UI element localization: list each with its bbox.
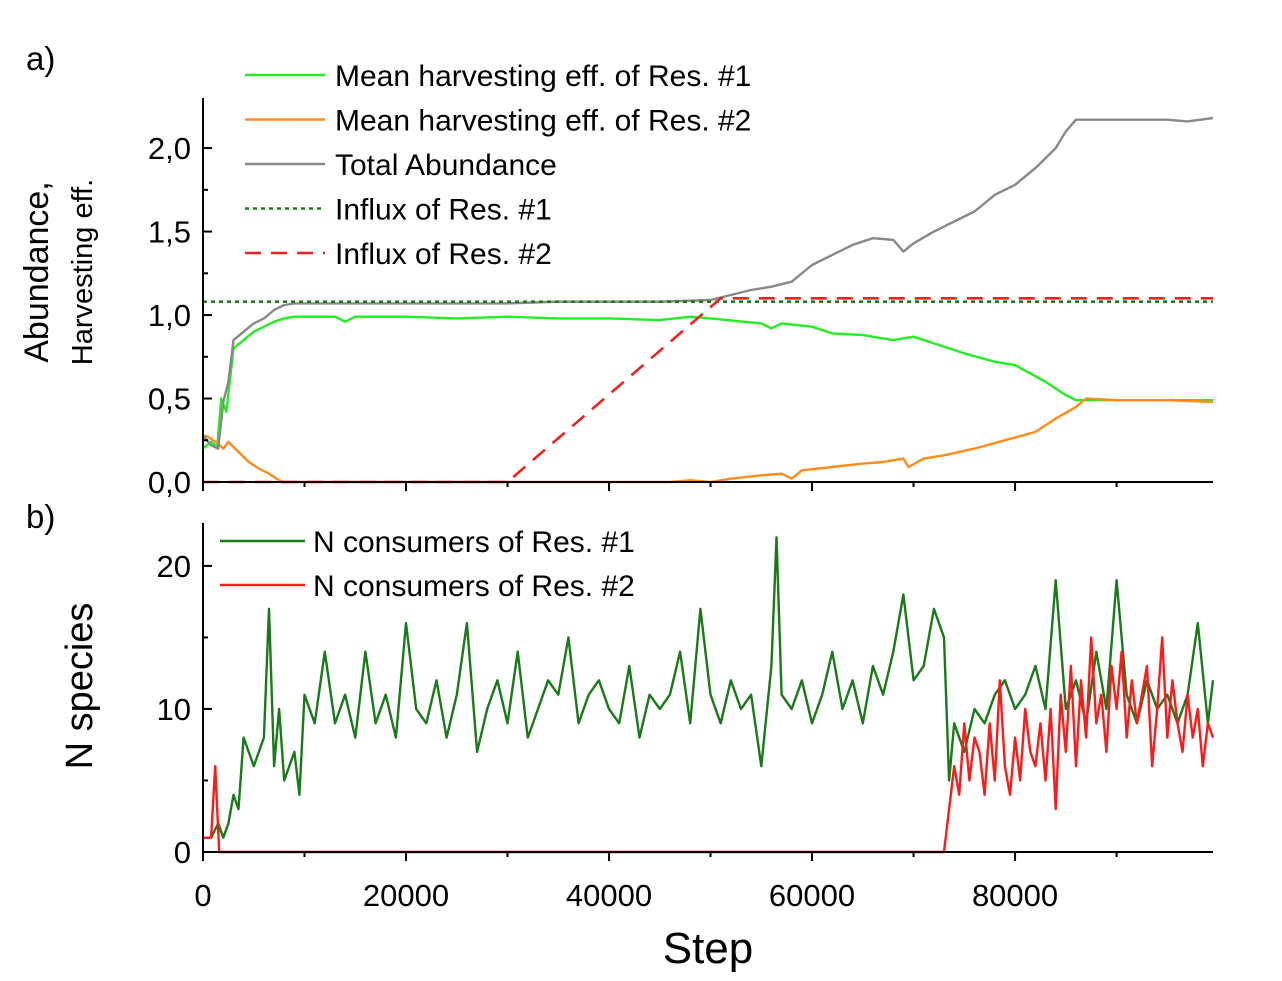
panel-a: a) 0,0 0,5 1,0 1,5 2,0 Abundance, Harvesting…	[18, 40, 1214, 500]
series-line-a-0	[202, 315, 1213, 450]
legend-label-b-0: N consumers of Res. #1	[313, 526, 635, 559]
panel-b-series	[203, 536, 1215, 854]
series-line-a-4	[203, 296, 1213, 484]
panel-b-label: b)	[26, 498, 55, 535]
y-tick-label-a: 1,5	[148, 215, 191, 250]
y-tick-label-a: 2,0	[148, 131, 191, 166]
series-line-b-1	[203, 636, 1215, 854]
y-tick-label-a: 0,0	[148, 465, 191, 500]
panel-a-ylabel-line1: Abundance,	[18, 181, 56, 363]
legend-label-a-3: Influx of Res. #1	[335, 194, 552, 227]
legend-label-a-0: Mean harvesting eff. of Res. #1	[335, 60, 751, 93]
panel-a-legend: Mean harvesting eff. of Res. #1 Mean harv…	[245, 60, 751, 271]
y-tick-label-b: 10	[157, 692, 191, 727]
x-axis-title: Step	[663, 924, 754, 973]
x-tick-label: 40000	[566, 878, 652, 913]
panel-a-ylabel-line2: Harvesting eff.	[67, 179, 99, 365]
panel-a-axes: 0,0 0,5 1,0 1,5 2,0	[148, 98, 1213, 500]
panel-a-label: a)	[26, 40, 55, 77]
x-tick-label: 60000	[769, 878, 855, 913]
series-line-a-2	[202, 116, 1214, 450]
y-tick-label-b: 0	[174, 835, 191, 870]
x-tick-label: 80000	[972, 878, 1058, 913]
panel-b-legend: N consumers of Res. #1 N consumers of Res…	[220, 526, 635, 603]
panel-a-series	[202, 116, 1214, 484]
x-tick-label: 0	[194, 878, 211, 913]
legend-label-b-1: N consumers of Res. #2	[313, 570, 635, 603]
legend-label-a-2: Total Abundance	[335, 149, 557, 182]
legend-label-a-1: Mean harvesting eff. of Res. #2	[335, 105, 751, 138]
y-tick-label-a: 1,0	[148, 298, 191, 333]
panel-b-axes: 0 10 20 0 20000 40000 60000 80000	[157, 523, 1213, 913]
series-line-b-0	[203, 536, 1215, 839]
x-tick-label: 20000	[363, 878, 449, 913]
y-tick-label-a: 0,5	[148, 382, 191, 417]
legend-label-a-4: Influx of Res. #2	[335, 238, 552, 271]
series-line-a-1	[202, 397, 1214, 484]
panel-b-ylabel: N species	[59, 603, 101, 770]
y-tick-label-b: 20	[157, 549, 191, 584]
